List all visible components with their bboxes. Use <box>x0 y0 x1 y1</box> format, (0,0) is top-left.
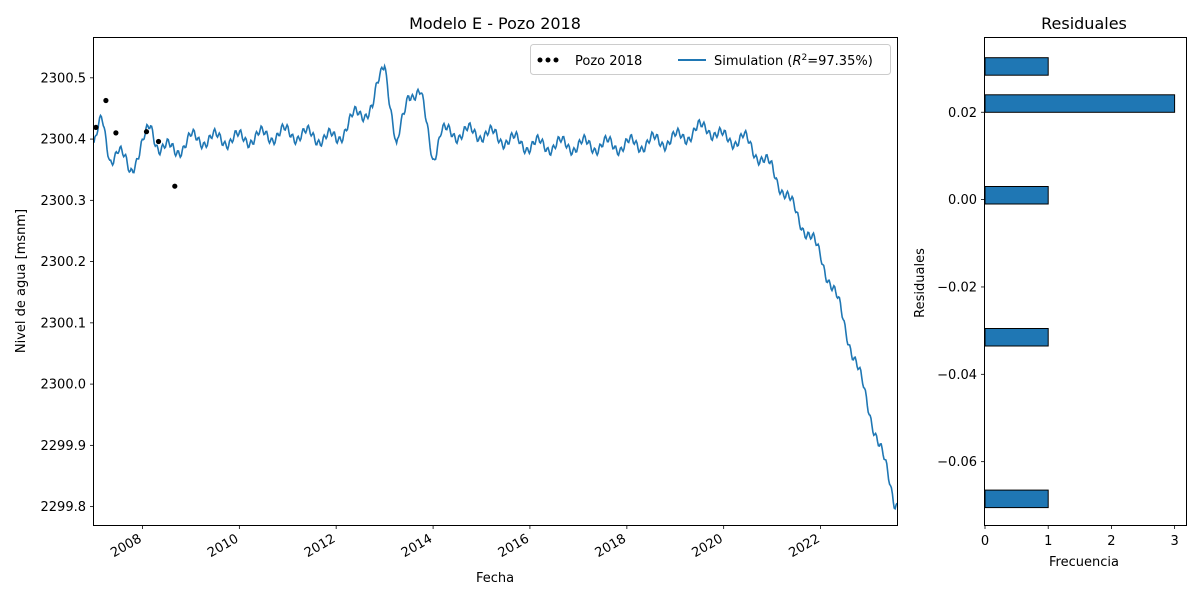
legend-marker-pozo-dot <box>553 57 559 63</box>
y-axis-ticks: 2299.8 2299.9 2300.0 2300.1 2300.2 2300.3 2300… <box>41 71 94 515</box>
legend-marker-pozo-dot <box>545 57 551 63</box>
histogram-y-tick-label: −0.06 <box>937 455 977 470</box>
legend-marker-pozo-dot <box>537 57 543 63</box>
legend-box <box>530 44 891 75</box>
histogram-y-ticks: −0.06 −0.04 −0.02 0.00 0.02 <box>937 106 985 470</box>
histogram-y-tick-label: 0.02 <box>948 106 977 121</box>
histogram-x-label: Frecuencia <box>1049 555 1119 570</box>
histogram-x-tick-label: 3 <box>1170 534 1178 549</box>
observation-point <box>113 130 119 136</box>
observation-point <box>143 129 150 135</box>
histogram-y-tick-label: −0.02 <box>937 280 977 295</box>
histogram-bar <box>984 186 1049 205</box>
plot-frame <box>93 37 898 526</box>
x-tick-label: 2008 <box>108 531 144 561</box>
histogram-y-tick-label: −0.04 <box>937 368 977 383</box>
histogram-y-label: Residuales <box>913 248 928 318</box>
legend-label-pozo: Pozo 2018 <box>575 54 642 69</box>
x-tick-label: 2012 <box>302 531 338 561</box>
histogram-bars <box>984 57 1176 509</box>
histogram-bar <box>984 489 1049 509</box>
plot-area <box>94 63 897 511</box>
y-tick-label: 2300.0 <box>41 378 87 393</box>
histogram-bar <box>984 328 1049 347</box>
legend: Pozo 2018 Simulation (R2=97.35%) <box>530 44 891 75</box>
y-axis-label: Nivel de agua [msnm] <box>14 209 29 353</box>
histogram-x-tick-label: 0 <box>981 534 989 549</box>
y-tick-label: 2300.3 <box>41 194 87 209</box>
y-tick-label: 2300.5 <box>41 71 87 86</box>
histogram-x-tick-label: 1 <box>1044 534 1052 549</box>
histogram-frame <box>984 37 1187 526</box>
x-tick-label: 2022 <box>786 531 822 561</box>
x-tick-label: 2018 <box>593 531 629 561</box>
observation-point <box>103 97 109 104</box>
observation-point <box>172 183 178 189</box>
histogram-y-tick-label: 0.00 <box>948 193 977 208</box>
observation-point <box>155 138 162 145</box>
observation-point <box>94 124 99 130</box>
y-tick-label: 2300.4 <box>41 133 87 148</box>
x-axis-label: Fecha <box>476 571 514 586</box>
x-tick-label: 2010 <box>205 531 241 561</box>
histogram-bar <box>984 94 1176 113</box>
y-tick-label: 2299.8 <box>41 500 87 515</box>
chart-title: Modelo E - Pozo 2018 <box>409 14 581 33</box>
y-tick-label: 2299.9 <box>41 439 87 454</box>
histogram-x-ticks: 0 1 2 3 <box>981 525 1179 549</box>
water-level-chart: Modelo E - Pozo 2018 2008 2010 2012 2014 201… <box>14 14 898 586</box>
x-tick-label: 2016 <box>496 531 532 561</box>
histogram-bar <box>984 57 1049 76</box>
legend-label-simulation: Simulation (R2=97.35%) <box>714 53 873 69</box>
x-axis-ticks: 2008 2010 2012 2014 2016 2018 2020 2022 <box>108 525 823 561</box>
x-tick-label: 2014 <box>399 531 435 561</box>
y-tick-label: 2300.1 <box>41 316 87 331</box>
histogram-x-tick-label: 2 <box>1107 534 1115 549</box>
simulation-line <box>94 63 897 511</box>
histogram-title: Residuales <box>1041 14 1127 33</box>
x-tick-label: 2020 <box>690 531 726 561</box>
y-tick-label: 2300.2 <box>41 255 87 270</box>
